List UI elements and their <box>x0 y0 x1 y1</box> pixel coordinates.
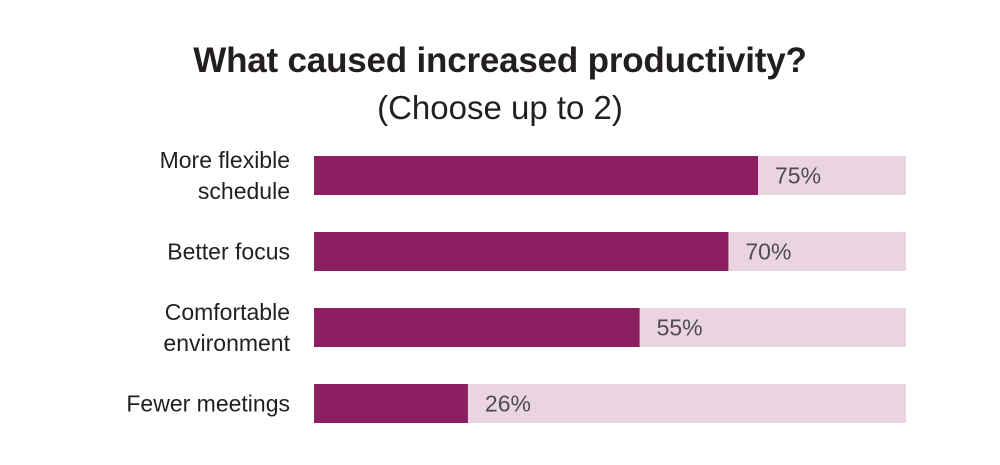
bar <box>314 384 468 423</box>
category-label: Comfortable environment <box>163 299 290 356</box>
data-label: 75% <box>775 163 821 189</box>
category-label-line: More flexible <box>160 147 290 173</box>
category-label-line: Better focus <box>167 239 290 265</box>
chart-subtitle: (Choose up to 2) <box>377 89 623 126</box>
bar <box>314 232 729 271</box>
category-label-line: schedule <box>198 178 290 204</box>
category-label: Fewer meetings <box>126 391 290 417</box>
data-label: 55% <box>657 315 703 341</box>
bar <box>314 308 640 347</box>
category-label-line: environment <box>163 330 290 356</box>
category-label: Better focus <box>167 239 290 265</box>
chart-title: What caused increased productivity? <box>193 41 807 80</box>
category-label-line: Fewer meetings <box>126 391 290 417</box>
category-label: More flexible schedule <box>160 147 290 204</box>
data-label: 26% <box>485 391 531 417</box>
category-label-line: Comfortable <box>165 299 290 325</box>
data-label: 70% <box>745 239 791 265</box>
bar <box>314 156 758 195</box>
